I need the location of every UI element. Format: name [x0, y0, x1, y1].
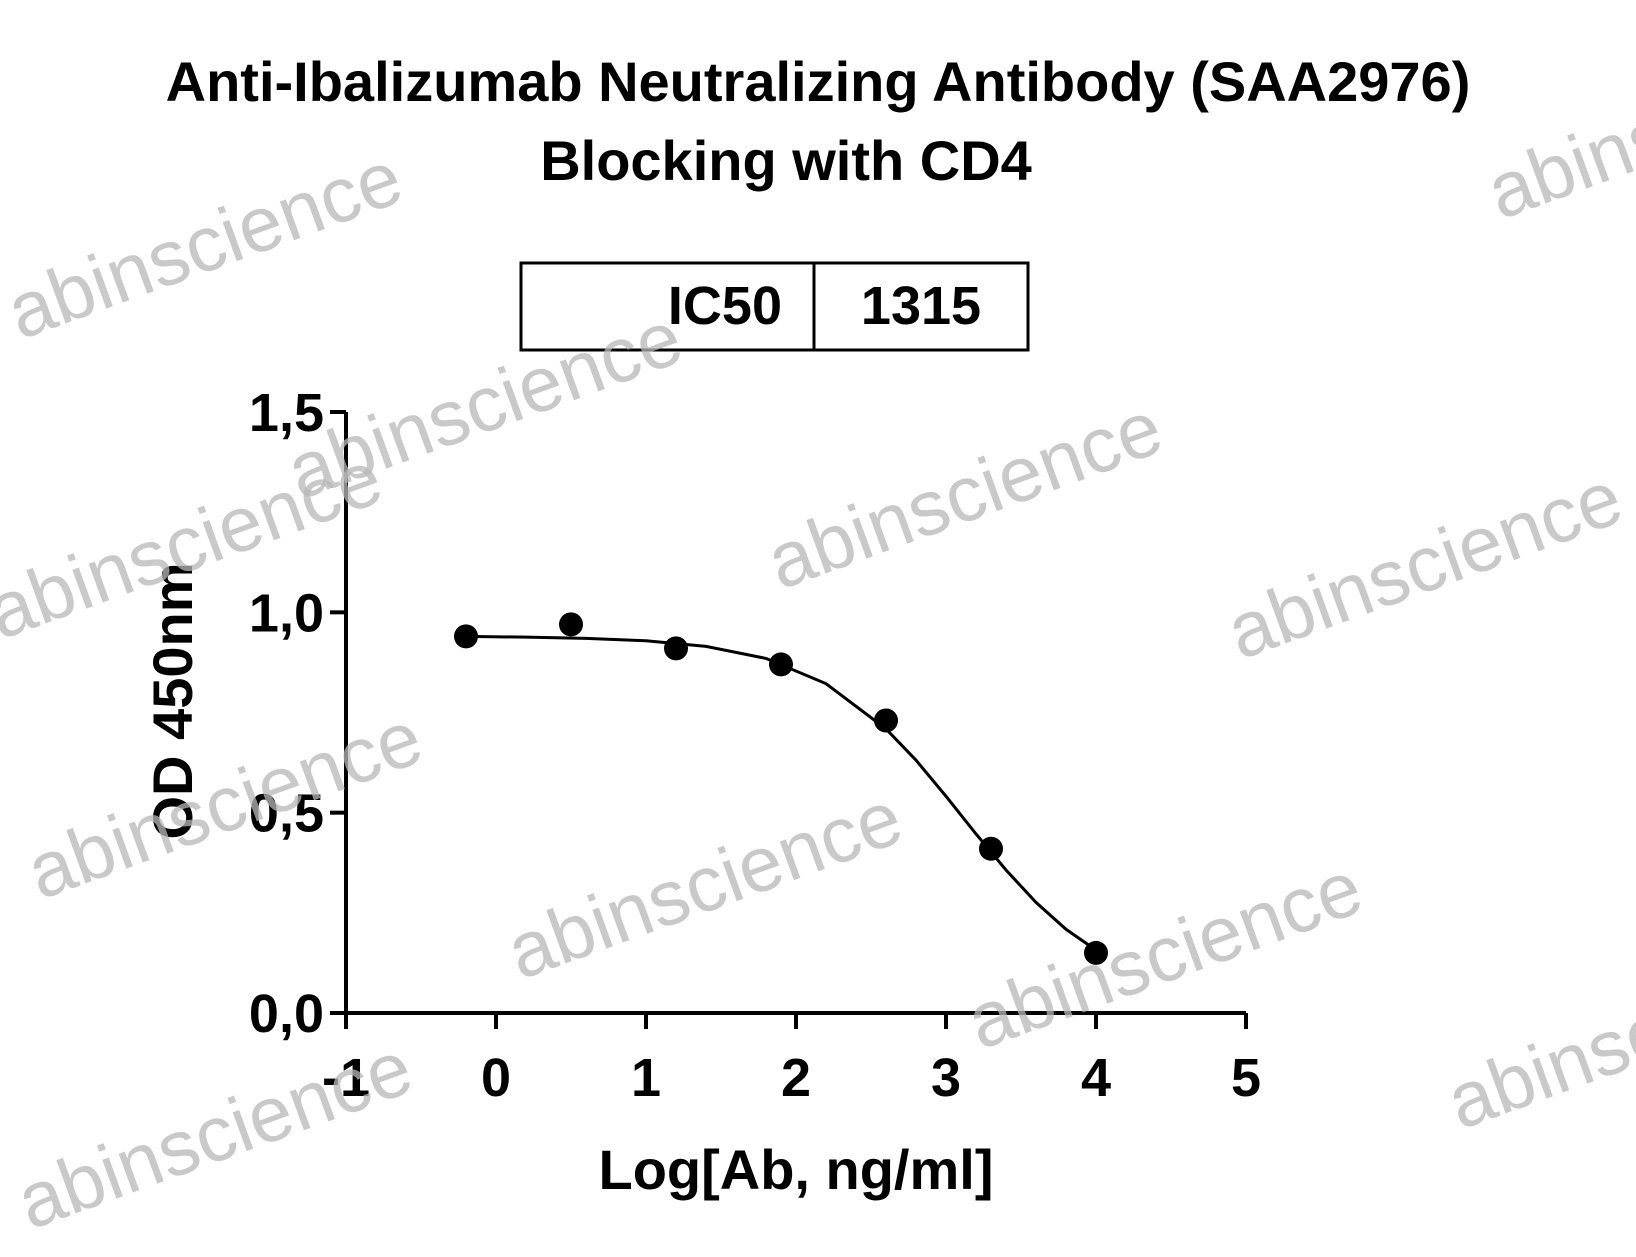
watermark: abinscience — [756, 382, 1173, 606]
y-tick-label: 0,5 — [249, 784, 324, 844]
ic50-label: IC50 — [668, 276, 782, 336]
x-tick-label: 4 — [1081, 1048, 1111, 1108]
x-tick-label: -1 — [322, 1048, 370, 1108]
x-tick-label: 0 — [481, 1048, 511, 1108]
data-point — [979, 836, 1003, 861]
x-tick-label: 3 — [931, 1048, 961, 1108]
data-point — [769, 652, 793, 677]
watermark: abinscience — [0, 132, 413, 356]
watermark: abinscience — [956, 842, 1373, 1066]
watermark: abinscience — [1436, 922, 1636, 1146]
y-tick-label: 1,5 — [249, 383, 324, 443]
data-point — [559, 612, 583, 637]
x-axis-label: Log[Ab, ng/ml] — [598, 1138, 993, 1201]
data-point — [454, 624, 478, 649]
watermark: abinscience — [1476, 12, 1636, 236]
data-point — [664, 636, 688, 661]
data-point — [874, 708, 898, 733]
watermark: abinscience — [1216, 452, 1633, 676]
chart-title: Anti-Ibalizumab Neutralizing Antibody (S… — [166, 50, 1471, 113]
y-tick-label: 0,0 — [249, 984, 324, 1044]
chart-subtitle: Blocking with CD4 — [540, 129, 1032, 192]
x-tick-label: 2 — [781, 1048, 811, 1108]
x-tick-label: 1 — [631, 1048, 661, 1108]
watermark: abinscience — [496, 772, 913, 996]
ic50-box — [519, 261, 1030, 352]
y-axis-label: OD 450nm — [141, 563, 204, 840]
y-tick-label: 1,0 — [249, 583, 324, 643]
ic50-value: 1315 — [861, 276, 981, 336]
watermark: abinscience — [6, 1022, 423, 1246]
watermark: abinscience — [16, 692, 433, 916]
x-tick-label: 5 — [1231, 1048, 1261, 1108]
data-point — [1084, 940, 1108, 965]
